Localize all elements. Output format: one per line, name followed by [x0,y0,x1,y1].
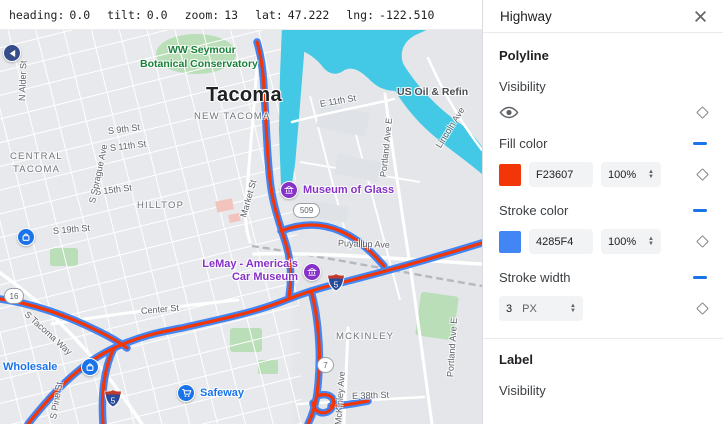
lng-label: lng: [346,7,375,22]
route-16-shield: 16 [4,288,24,304]
stepper-icon[interactable]: ▲ ▼ [648,235,654,247]
district-label-new-tacoma: NEW TACOMA [194,111,271,122]
railroad-line [251,244,482,288]
safeway-cart-icon[interactable] [177,384,195,402]
hospital-buildings [215,198,241,223]
poi-label-lemay-2[interactable]: Car Museum [231,271,298,283]
heading-value: 0.0 [69,7,91,22]
stroke-color-swatch[interactable] [499,230,521,253]
wholesale-store-icon[interactable] [81,358,99,376]
highway-fill-layer [0,40,482,424]
street-label-puyallup: Puyallup Ave [337,238,391,250]
stroke-width-label: Stroke width [499,270,571,285]
stroke-opacity-input[interactable]: 100% ▲ ▼ [601,229,661,254]
polyline-section: Polyline Visibility Fill color F23607 10… [483,48,723,321]
label-section-title: Label [499,352,533,367]
poi-label-us-oil[interactable]: US Oil & Refin [397,86,469,98]
inherit-diamond-icon[interactable] [696,235,709,248]
zoom-label: zoom: [184,7,220,22]
map-status-bar: heading: 0.0 tilt: 0.0 zoom: 13 lat: 47.222 … [0,0,482,30]
route-509-shield: 509 [293,203,320,218]
fill-opacity-input[interactable]: 100% ▲ ▼ [601,162,661,187]
stroke-color-hex-input[interactable]: 4285F4 [529,229,593,254]
district-label-mckinley: MCKINLEY [336,331,395,342]
label-section: Label Visibility [483,352,723,398]
inherit-diamond-icon[interactable] [696,302,709,315]
heading-label: heading: [9,7,65,22]
map-canvas[interactable] [0,0,482,424]
svg-text:5: 5 [111,395,116,405]
store-poi-icon[interactable] [17,228,35,246]
street-grid [0,28,302,424]
poi-label-safeway[interactable]: Safeway [200,387,245,399]
fill-color-label: Fill color [499,136,548,151]
buildings [310,103,382,224]
tilt-value: 0.0 [146,7,168,22]
stroke-width-input[interactable]: 3 PX ▲ ▼ [499,296,583,321]
lat-value: 47.222 [287,7,330,22]
style-panel: Highway Polyline Visibility Fill color [482,0,723,424]
street-label-e-38th: E 38th St [351,389,390,401]
district-label-hilltop: HILLTOP [137,200,185,211]
street-label-n-alder: N Alder St [17,60,29,102]
panel-header: Highway [483,0,723,33]
polyline-section-title: Polyline [499,48,549,63]
close-icon[interactable] [692,8,709,25]
district-label-central-1: CENTRAL [10,151,63,162]
stepper-icon[interactable]: ▲ ▼ [648,168,654,180]
map-pane[interactable]: heading: 0.0 tilt: 0.0 zoom: 13 lat: 47.222 … [0,0,482,424]
poi-label-seymour-1[interactable]: WW Seymour [168,44,236,56]
navigation-poi-icon[interactable] [3,44,21,62]
tilt-label: tilt: [107,7,142,22]
city-label-tacoma: Tacoma [206,84,282,106]
poi-label-museum-of-glass[interactable]: Museum of Glass [303,184,395,196]
lemay-museum-icon[interactable] [303,263,321,281]
museum-of-glass-icon[interactable] [280,181,298,199]
override-dash-icon [693,276,707,279]
poi-label-wholesale[interactable]: Wholesale [3,361,58,373]
fill-color-hex-input[interactable]: F23607 [529,162,593,187]
stepper-icon[interactable]: ▲ ▼ [570,302,576,314]
stroke-color-label: Stroke color [499,203,569,218]
inherit-diamond-icon[interactable] [696,168,709,181]
visibility-eye-icon[interactable] [499,105,519,120]
poi-label-lemay-1[interactable]: LeMay - America's [202,258,298,270]
interstate-5-shield: 5 [327,273,345,292]
fill-color-swatch[interactable] [499,163,521,186]
lng-value: -122.510 [379,7,435,22]
poi-label-seymour-2[interactable]: Botanical Conservatory [140,58,258,70]
interstate-5-shield: 5 [104,389,122,408]
district-label-central-2: TACOMA [13,164,61,175]
zoom-value: 13 [224,7,239,22]
route-7-shield: 7 [317,357,334,373]
panel-title: Highway [500,8,552,24]
svg-text:5: 5 [334,279,339,289]
override-dash-icon [693,209,707,212]
section-divider [483,338,723,339]
lat-label: lat: [255,7,283,22]
inherit-diamond-icon[interactable] [696,106,709,119]
override-dash-icon [693,142,707,145]
visibility-label: Visibility [499,79,546,94]
highway-polyline[interactable] [0,38,482,424]
label-visibility-label: Visibility [499,383,546,398]
